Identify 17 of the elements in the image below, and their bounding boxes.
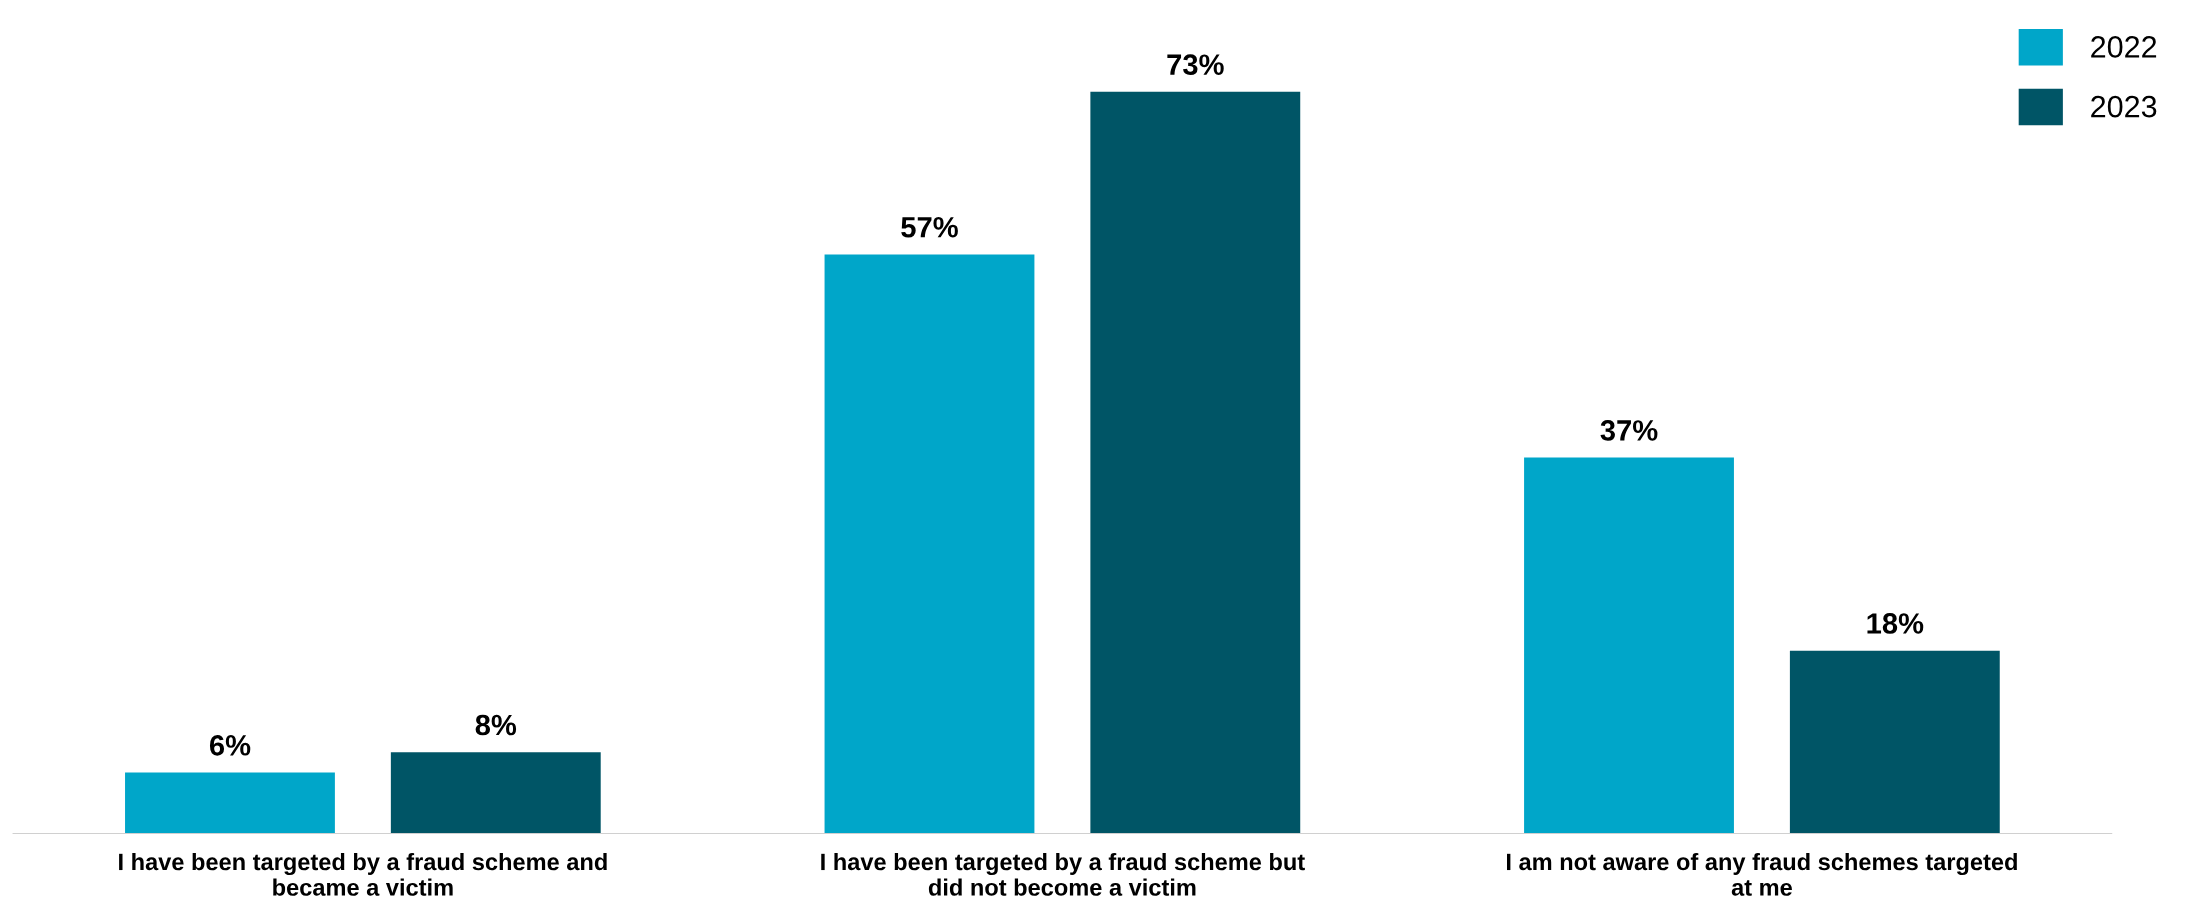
- bar: [1090, 91, 1301, 834]
- legend-label: 2022: [2091, 36, 2157, 58]
- bar: [125, 772, 335, 834]
- bar: [824, 254, 1035, 834]
- data-label: 8%: [475, 714, 517, 736]
- legend-label: 2023: [2091, 95, 2157, 118]
- x-tick-label: I have been targeted by a fraud scheme but did not become a victim: [821, 852, 1305, 896]
- bar: [1524, 457, 1734, 834]
- x-tick-label: I have been targeted by a fraud scheme and became a victim: [119, 852, 607, 896]
- data-label: 6%: [209, 735, 251, 756]
- bar: [390, 752, 601, 834]
- bar: [1789, 650, 2000, 834]
- data-label: 73%: [1167, 54, 1224, 76]
- x-tick-label: I am not aware of any fraud schemes targeted at me: [1506, 852, 2017, 896]
- data-label: 18%: [1867, 613, 1924, 634]
- data-label: 37%: [1600, 420, 1658, 441]
- data-label: 57%: [901, 216, 958, 238]
